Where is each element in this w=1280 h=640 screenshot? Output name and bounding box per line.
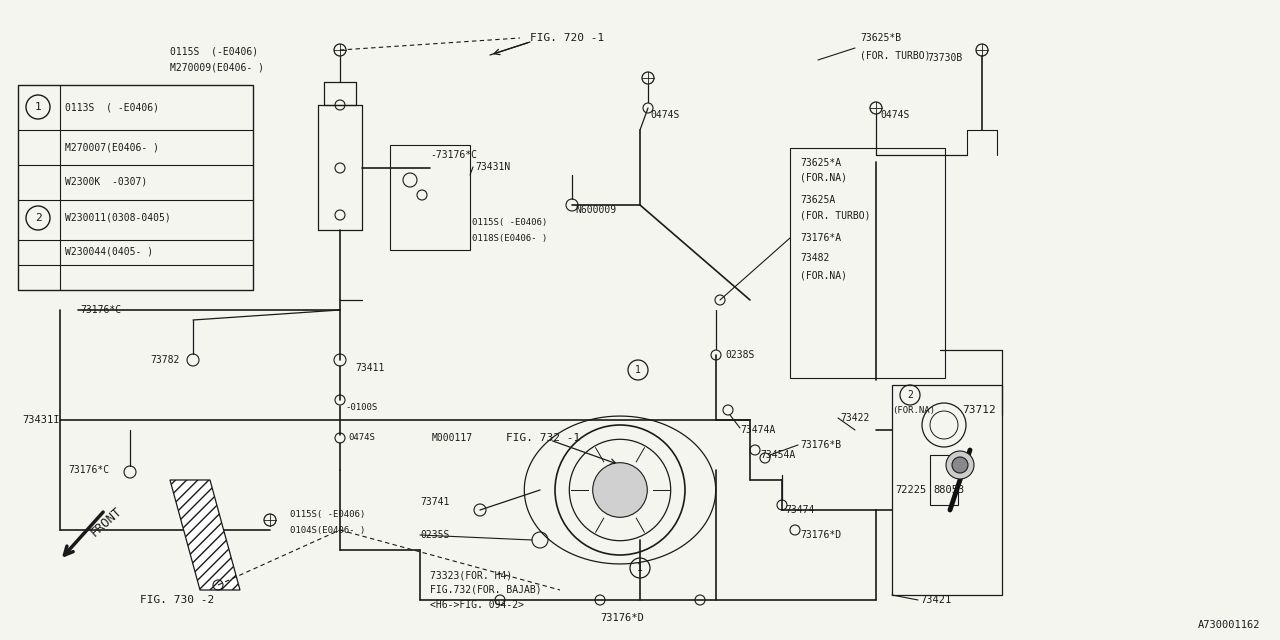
Text: 1: 1 — [637, 563, 643, 573]
Text: 73474: 73474 — [785, 505, 814, 515]
Polygon shape — [170, 480, 241, 590]
Text: 73422: 73422 — [840, 413, 869, 423]
Text: 73741: 73741 — [420, 497, 449, 507]
Text: 73323(FOR. H4): 73323(FOR. H4) — [430, 570, 512, 580]
Text: N600009: N600009 — [575, 205, 616, 215]
Circle shape — [593, 463, 648, 517]
Text: 0235S: 0235S — [420, 530, 449, 540]
Text: A730001162: A730001162 — [1198, 620, 1260, 630]
Bar — [892, 385, 1002, 595]
Text: M270009(E0406- ): M270009(E0406- ) — [170, 63, 264, 73]
Text: M270007(E0406- ): M270007(E0406- ) — [65, 142, 159, 152]
Text: 2: 2 — [908, 390, 913, 400]
Text: <H6->FIG. 094-2>: <H6->FIG. 094-2> — [430, 600, 524, 610]
Text: 73625A: 73625A — [800, 195, 836, 205]
Circle shape — [946, 451, 974, 479]
Text: 0113S  ( -E0406): 0113S ( -E0406) — [65, 102, 159, 112]
Text: 1: 1 — [35, 102, 41, 112]
Bar — [931, 455, 957, 505]
Text: 73411: 73411 — [355, 363, 384, 373]
Text: 72225: 72225 — [895, 485, 927, 495]
Text: FIG.732(FOR. BAJAB): FIG.732(FOR. BAJAB) — [430, 585, 541, 595]
Text: 73625*A: 73625*A — [800, 158, 841, 168]
Text: W2300K  -0307): W2300K -0307) — [65, 177, 147, 187]
Text: 0118S(E0406- ): 0118S(E0406- ) — [472, 234, 548, 243]
Text: 73454A: 73454A — [760, 450, 795, 460]
Text: 1: 1 — [635, 365, 641, 375]
Text: 73782: 73782 — [150, 355, 179, 365]
Bar — [790, 148, 945, 378]
Text: 0115S( -E0406): 0115S( -E0406) — [472, 218, 548, 227]
Text: FRONT: FRONT — [88, 504, 124, 540]
Text: (FOR.NA): (FOR.NA) — [800, 270, 847, 280]
Text: FIG. 732 -1: FIG. 732 -1 — [506, 433, 580, 443]
Text: 73176*D: 73176*D — [800, 530, 841, 540]
Text: (FOR.NA): (FOR.NA) — [892, 406, 934, 415]
Text: W230044(0405- ): W230044(0405- ) — [65, 247, 154, 257]
Text: 0115S  (-E0406): 0115S (-E0406) — [170, 47, 259, 57]
Text: 0238S: 0238S — [724, 350, 754, 360]
Text: 73482: 73482 — [800, 253, 829, 263]
Bar — [390, 145, 470, 250]
Text: -73176*C: -73176*C — [430, 150, 477, 160]
Text: M000117: M000117 — [433, 433, 474, 443]
Text: 0474S: 0474S — [348, 433, 375, 442]
Bar — [18, 85, 253, 290]
Text: 73176*C: 73176*C — [68, 465, 109, 475]
Text: FIG. 730 -2: FIG. 730 -2 — [140, 595, 214, 605]
Text: 73176*B: 73176*B — [800, 440, 841, 450]
Text: 0104S(E0406- ): 0104S(E0406- ) — [291, 525, 365, 534]
Text: 73474A: 73474A — [740, 425, 776, 435]
Text: 73176*D: 73176*D — [600, 613, 644, 623]
Text: 73431I: 73431I — [22, 415, 59, 425]
Text: 73625*B: 73625*B — [860, 33, 901, 43]
Text: 2: 2 — [35, 213, 41, 223]
Text: 88053: 88053 — [933, 485, 964, 495]
Text: (FOR. TURBO): (FOR. TURBO) — [800, 210, 870, 220]
Text: 0474S: 0474S — [881, 110, 909, 120]
Circle shape — [952, 457, 968, 473]
Text: 73712: 73712 — [963, 405, 996, 415]
Text: 73431N: 73431N — [475, 162, 511, 172]
Text: (FOR. TURBO): (FOR. TURBO) — [860, 50, 931, 60]
Text: 73176*A: 73176*A — [800, 233, 841, 243]
Text: FIG. 720 -1: FIG. 720 -1 — [530, 33, 604, 43]
Text: 0474S: 0474S — [650, 110, 680, 120]
Text: 73421: 73421 — [920, 595, 951, 605]
Text: W230011(0308-0405): W230011(0308-0405) — [65, 213, 170, 223]
Text: 73730B: 73730B — [927, 53, 963, 63]
Text: -0100S: -0100S — [346, 403, 378, 413]
Text: (FOR.NA): (FOR.NA) — [800, 173, 847, 183]
Text: 73176*C: 73176*C — [79, 305, 122, 315]
Text: 0115S( -E0406): 0115S( -E0406) — [291, 509, 365, 518]
